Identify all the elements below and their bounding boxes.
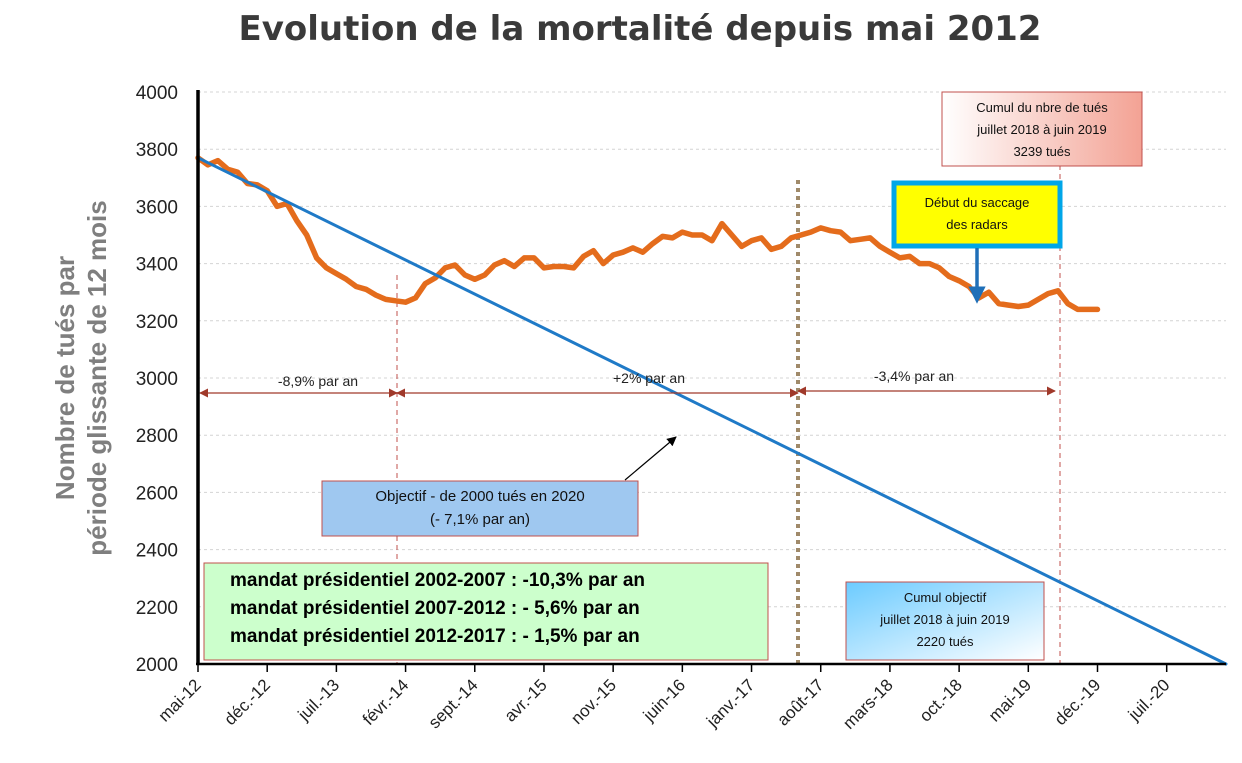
series-group: [195, 155, 1228, 666]
x-tick-label: oct.-18: [916, 675, 966, 725]
period1-label: -8,9% par an: [278, 373, 358, 389]
y-axis-ticks: 2000 2200 2400 2600 2800 3000 3200 3400 3600 3800…: [136, 83, 178, 676]
x-tick-label: févr.-14: [359, 675, 413, 729]
x-tick-label: juil.-20: [1124, 675, 1174, 725]
y-tick-label: 2000: [136, 655, 178, 676]
cumul-obj-line1: Cumul objectif: [904, 590, 987, 605]
x-axis-ticks: mai-12 déc.-12 juil.-13 févr.-14 sept.-14 avr…: [155, 664, 1174, 733]
x-tick-label: août-17: [773, 675, 827, 729]
cumul-objectif-box: [845, 581, 1045, 661]
x-tick-label: mai-12: [155, 675, 205, 725]
radars-box: [891, 180, 1063, 249]
cumul-line2: juillet 2018 à juin 2019: [976, 122, 1106, 137]
cumul-line3: 3239 tués: [1013, 144, 1071, 159]
y-tick-label: 3600: [136, 197, 178, 218]
cumul-line1: Cumul du nbre de tués: [976, 100, 1108, 115]
x-tick-label: janv.-17: [702, 675, 758, 731]
x-tick-label: sept.-14: [425, 675, 482, 732]
y-tick-label: 4000: [136, 83, 178, 104]
radars-line2: des radars: [946, 217, 1008, 232]
mandat-line3: mandat présidentiel 2012-2017 : - 1,5% p…: [230, 626, 640, 647]
x-tick-label: déc.-12: [220, 675, 274, 729]
period3-label: -3,4% par an: [874, 368, 954, 384]
x-tick-label: juin-16: [639, 675, 689, 725]
y-tick-label: 3800: [136, 140, 178, 161]
mandat-line2: mandat présidentiel 2007-2012 : - 5,6% p…: [230, 598, 640, 619]
objectif-box: [321, 480, 639, 537]
y-axis-label-line2: période glissante de 12 mois: [82, 200, 112, 555]
y-tick-label: 2600: [136, 483, 178, 504]
x-tick-label: déc.-19: [1051, 675, 1105, 729]
mandat-line1: mandat présidentiel 2002-2007 : -10,3% p…: [230, 570, 645, 591]
chart-title: Evolution de la mortalité depuis mai 201…: [239, 9, 1042, 49]
y-axis-label-line1: Nombre de tués par: [50, 256, 80, 500]
y-axis-label: Nombre de tués par période glissante de …: [50, 200, 112, 555]
series-line-objective: [196, 156, 1228, 666]
x-tick-label: mai-19: [985, 675, 1035, 725]
mandat-box: [203, 562, 769, 661]
objectif-line1: Objectif - de 2000 tués en 2020: [375, 488, 584, 505]
objectif-arrow: [624, 436, 677, 481]
y-tick-label: 3400: [136, 255, 178, 276]
radars-line1: Début du saccage: [925, 195, 1030, 210]
y-tick-label: 2200: [136, 598, 178, 619]
cumul-obj-line2: juillet 2018 à juin 2019: [879, 612, 1009, 627]
cumul-obj-line3: 2220 tués: [916, 634, 974, 649]
period2-label: +2% par an: [613, 370, 685, 386]
y-tick-label: 2800: [136, 426, 178, 447]
y-tick-label: 3000: [136, 369, 178, 390]
x-tick-label: mars-18: [839, 675, 897, 733]
x-tick-label: avr.-15: [501, 675, 551, 725]
y-tick-label: 3200: [136, 312, 178, 333]
series-line-observed: [195, 155, 1101, 313]
y-tick-label: 2400: [136, 541, 178, 562]
x-tick-label: nov.-15: [567, 675, 620, 728]
cumul-box: [941, 91, 1143, 167]
objectif-line2: (- 7,1% par an): [430, 511, 530, 528]
x-tick-label: juil.-13: [294, 675, 344, 725]
